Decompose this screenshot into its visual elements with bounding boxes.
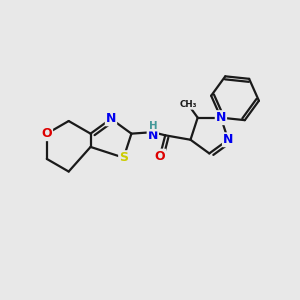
Text: N: N (106, 112, 116, 125)
Text: H: H (149, 121, 158, 130)
Text: N: N (216, 111, 226, 124)
Text: N: N (148, 129, 158, 142)
Text: O: O (154, 150, 165, 163)
Text: N: N (223, 133, 233, 146)
Text: S: S (119, 151, 128, 164)
Text: O: O (41, 127, 52, 140)
Text: CH₃: CH₃ (179, 100, 197, 109)
